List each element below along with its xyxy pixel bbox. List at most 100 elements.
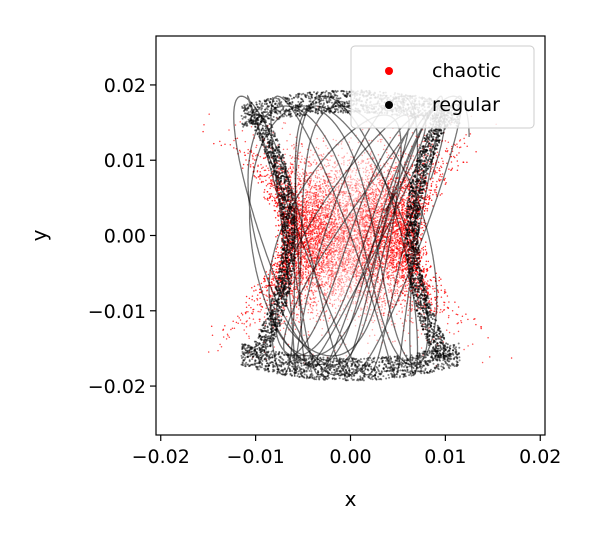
point-chaotic [323,153,325,155]
point-chaotic [317,178,319,180]
point-chaotic [425,246,427,248]
point-chaotic [317,170,319,172]
point-chaotic [363,235,365,237]
point-chaotic [337,236,339,238]
point-chaotic [297,171,299,173]
point-chaotic [227,333,229,335]
point-chaotic [392,341,394,343]
point-chaotic [272,295,274,297]
point-chaotic [296,271,298,273]
point-chaotic [427,269,429,271]
point-chaotic [311,287,313,289]
point-chaotic [339,268,341,270]
point-chaotic [472,343,474,345]
point-chaotic [366,185,368,187]
point-chaotic [391,261,393,263]
point-chaotic [346,212,348,214]
point-chaotic [245,141,247,143]
point-chaotic [352,270,354,272]
point-chaotic [305,192,307,194]
point-chaotic [320,169,322,171]
point-chaotic [314,258,316,260]
point-chaotic [358,236,360,238]
point-chaotic [310,270,312,272]
point-chaotic [269,203,271,205]
point-chaotic [398,287,400,289]
point-chaotic [393,299,395,301]
point-chaotic [435,170,437,172]
point-chaotic [350,292,352,294]
point-chaotic [436,192,438,194]
point-chaotic [328,280,330,282]
point-chaotic [383,295,385,297]
point-chaotic [358,183,360,185]
point-chaotic [372,260,374,262]
point-chaotic [319,177,321,179]
point-chaotic [355,301,357,303]
point-chaotic [458,306,460,308]
point-chaotic [323,315,325,317]
point-chaotic [236,322,238,324]
point-chaotic [394,292,396,294]
point-chaotic [372,329,374,331]
point-chaotic [339,260,341,262]
point-chaotic [338,188,340,190]
point-chaotic [317,190,319,192]
point-chaotic [362,191,364,193]
point-chaotic [408,309,410,311]
point-chaotic [438,178,440,180]
point-chaotic [438,161,440,163]
point-chaotic [427,210,429,212]
point-chaotic [344,285,346,287]
point-chaotic [324,289,326,291]
point-chaotic [341,281,343,283]
point-chaotic [301,155,303,157]
point-chaotic [367,176,369,178]
point-chaotic [264,316,266,318]
point-chaotic [357,267,359,269]
point-chaotic [312,285,314,287]
point-chaotic [315,183,317,185]
point-chaotic [445,182,447,184]
point-chaotic [315,185,317,187]
point-chaotic [281,316,283,318]
point-chaotic [316,181,318,183]
point-chaotic [377,217,379,219]
point-chaotic [310,192,312,194]
point-chaotic [262,287,264,289]
point-chaotic [426,199,428,201]
point-chaotic [375,191,377,193]
point-chaotic [404,199,406,201]
point-chaotic [249,317,251,319]
point-chaotic [213,143,215,145]
point-chaotic [318,174,320,176]
point-chaotic [350,268,352,270]
point-chaotic [309,211,311,213]
point-chaotic [368,352,370,354]
point-chaotic [212,334,214,336]
point-chaotic [313,180,315,182]
point-chaotic [339,314,341,316]
point-chaotic [371,286,373,288]
point-chaotic [316,304,318,306]
point-chaotic [330,188,332,190]
point-chaotic [358,164,360,166]
point-chaotic [298,227,300,229]
point-chaotic [352,266,354,268]
point-chaotic [362,233,364,235]
point-chaotic [346,181,348,183]
point-chaotic [400,264,402,266]
point-chaotic [277,246,279,248]
point-chaotic [466,146,468,148]
point-chaotic [271,278,273,280]
point-chaotic [397,279,399,281]
point-chaotic [442,161,444,163]
point-chaotic [400,267,402,269]
point-chaotic [424,213,426,215]
point-chaotic [369,172,371,174]
point-chaotic [373,280,375,282]
point-chaotic [440,278,442,280]
point-chaotic [384,166,386,168]
point-chaotic [340,301,342,303]
point-chaotic [334,294,336,296]
